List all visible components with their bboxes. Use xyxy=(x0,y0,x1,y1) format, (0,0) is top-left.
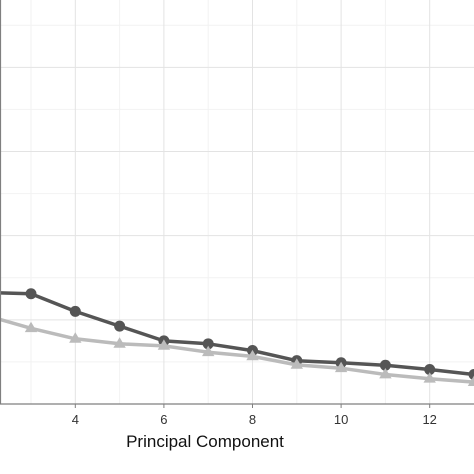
x-axis-title: Principal Component xyxy=(126,432,284,451)
data-point-triangle xyxy=(202,345,215,357)
data-point-circle xyxy=(424,363,436,375)
grid-major xyxy=(0,0,474,404)
data-point-triangle xyxy=(246,349,259,361)
data-point-circle xyxy=(379,359,391,371)
series-line-1 xyxy=(0,291,474,377)
data-point-triangle xyxy=(423,372,436,383)
data-point-triangle xyxy=(290,358,303,369)
data-point-triangle xyxy=(69,332,82,343)
data-point-circle xyxy=(69,305,81,317)
data-point-circle xyxy=(202,338,214,350)
series-layer xyxy=(0,288,474,386)
data-point-circle xyxy=(25,288,37,300)
data-point-triangle xyxy=(113,337,126,348)
axes-layer xyxy=(0,0,474,408)
x-tick-label: 6 xyxy=(160,412,167,427)
data-point-triangle xyxy=(24,321,38,333)
x-tick-label: 12 xyxy=(422,412,436,427)
plot-panel xyxy=(0,0,474,404)
x-tick-label: 8 xyxy=(249,412,256,427)
series-line-2 xyxy=(0,317,474,384)
data-point-triangle xyxy=(467,375,474,386)
data-point-circle xyxy=(468,369,474,381)
data-point-triangle xyxy=(334,361,348,373)
x-tick-labels: 4 6 8 10 12 xyxy=(72,412,437,427)
data-point-circle xyxy=(114,320,126,332)
data-point-triangle xyxy=(157,339,171,350)
x-tick-label: 10 xyxy=(334,412,348,427)
x-tick-label: 4 xyxy=(72,412,79,427)
data-point-triangle xyxy=(379,368,392,379)
